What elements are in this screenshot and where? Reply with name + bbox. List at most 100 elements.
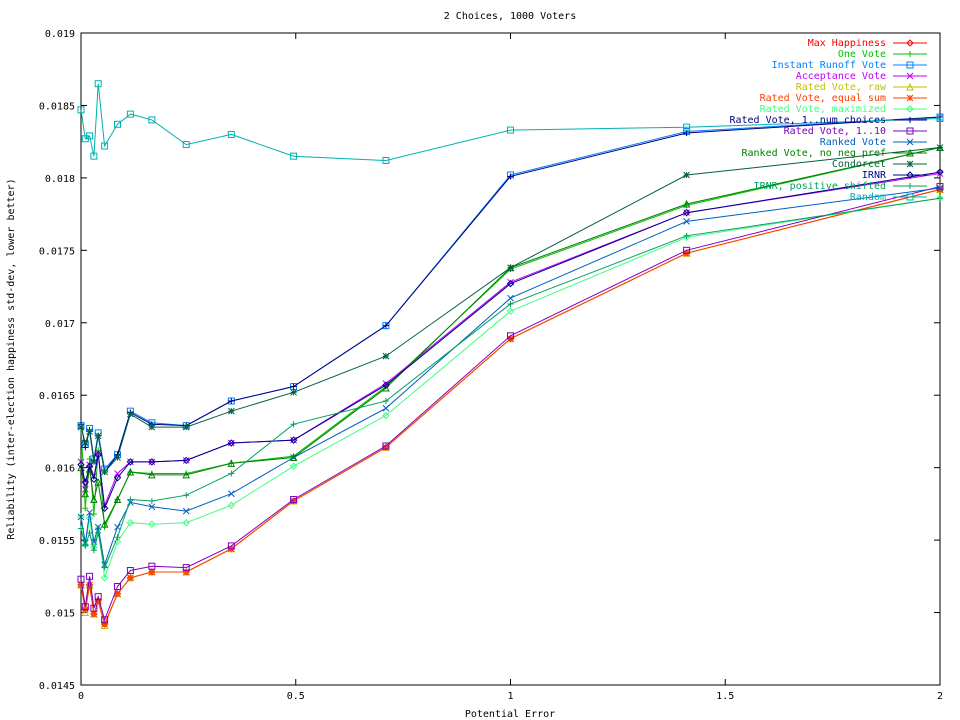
data-point xyxy=(90,495,98,504)
data-point xyxy=(127,410,134,418)
data-point xyxy=(290,496,298,504)
data-point xyxy=(148,503,156,511)
axes-ticks: 0.0145 0.015 0.0155 0.016 0.0165 0.017 0.0175 0… xyxy=(39,29,943,702)
data-point xyxy=(907,117,913,123)
chart-title: 2 Choices, 1000 Voters xyxy=(444,11,576,22)
data-point xyxy=(228,398,235,405)
data-point xyxy=(94,450,102,459)
data-point xyxy=(86,509,93,516)
data-point xyxy=(148,470,156,479)
data-point xyxy=(227,542,235,550)
data-point xyxy=(507,173,514,180)
data-point xyxy=(182,507,190,515)
data-point xyxy=(126,519,135,527)
legend-label: Rated Vote, 1..num choices xyxy=(729,115,886,126)
x-tick-label: 2 xyxy=(937,691,943,702)
legend-label: Condorcet xyxy=(832,159,886,170)
x-tick-label: 1.5 xyxy=(716,691,734,702)
data-point xyxy=(507,300,514,307)
y-tick-label: 0.0175 xyxy=(39,246,75,257)
data-point xyxy=(936,183,944,191)
y-tick-label: 0.015 xyxy=(45,609,75,620)
data-point xyxy=(126,458,135,466)
data-point xyxy=(683,123,691,131)
data-point xyxy=(682,199,691,208)
y-tick-label: 0.0145 xyxy=(39,681,75,692)
data-point xyxy=(113,474,122,482)
data-point xyxy=(182,568,190,576)
data-point xyxy=(182,564,190,572)
data-point xyxy=(94,432,102,440)
data-point xyxy=(77,513,85,521)
data-point xyxy=(148,520,156,528)
series-line-rated-vote-maximized xyxy=(80,197,941,578)
data-point xyxy=(90,458,98,466)
data-point xyxy=(86,428,93,435)
data-point xyxy=(906,171,914,179)
data-point xyxy=(382,383,390,392)
series-line-rated-vote-1-10 xyxy=(80,186,941,622)
data-point xyxy=(126,467,135,476)
data-point xyxy=(683,129,690,136)
data-point xyxy=(81,478,90,486)
legend-label: Acceptance Vote xyxy=(796,71,886,82)
data-series xyxy=(77,80,944,630)
legend-label: Rated Vote, 1..10 xyxy=(784,126,886,137)
x-tick-label: 0 xyxy=(78,691,84,702)
data-point xyxy=(114,582,122,590)
data-point xyxy=(290,383,297,390)
data-point xyxy=(86,132,94,140)
data-point xyxy=(936,114,944,122)
x-tick-label: 0.5 xyxy=(287,691,305,702)
y-tick-label: 0.0155 xyxy=(39,536,75,547)
series-line-ranked-vote xyxy=(80,187,941,565)
data-point xyxy=(906,82,914,91)
data-point xyxy=(382,444,390,451)
data-point xyxy=(289,462,298,470)
data-point xyxy=(85,464,94,473)
data-point xyxy=(114,454,121,461)
data-point xyxy=(182,423,190,431)
data-point xyxy=(507,332,514,340)
data-point xyxy=(906,160,914,168)
data-point xyxy=(114,590,121,598)
data-point xyxy=(127,574,134,582)
data-point xyxy=(90,152,98,160)
series-line-random xyxy=(80,83,941,162)
legend-label: Rated Vote, maximized xyxy=(760,104,886,115)
data-point xyxy=(101,616,109,624)
data-point xyxy=(183,492,190,499)
legend-label: Instant Runoff Vote xyxy=(772,60,886,71)
data-point xyxy=(90,610,98,618)
data-point xyxy=(290,152,298,160)
data-point xyxy=(382,411,390,420)
data-point xyxy=(227,490,235,498)
data-point xyxy=(81,489,90,498)
data-point xyxy=(507,126,514,134)
data-point xyxy=(290,388,297,396)
data-point xyxy=(289,436,298,444)
data-point xyxy=(937,114,943,121)
data-point xyxy=(906,39,914,47)
data-point xyxy=(506,279,515,288)
data-point xyxy=(90,547,97,554)
y-tick-label: 0.018 xyxy=(45,174,75,185)
data-point xyxy=(90,604,98,612)
data-point xyxy=(382,352,390,360)
data-point xyxy=(382,157,390,165)
data-point xyxy=(148,423,156,431)
data-point xyxy=(507,264,514,272)
series-line-irnr-positive-shifted xyxy=(80,197,941,570)
data-point xyxy=(82,542,89,549)
series-line-condorcet xyxy=(80,147,941,474)
data-point xyxy=(936,144,944,151)
data-point xyxy=(86,581,93,589)
data-point xyxy=(382,442,390,450)
data-point xyxy=(683,218,690,225)
y-tick-label: 0.0165 xyxy=(39,391,75,402)
data-point xyxy=(101,564,108,571)
data-point xyxy=(182,141,190,149)
data-point xyxy=(94,478,102,486)
